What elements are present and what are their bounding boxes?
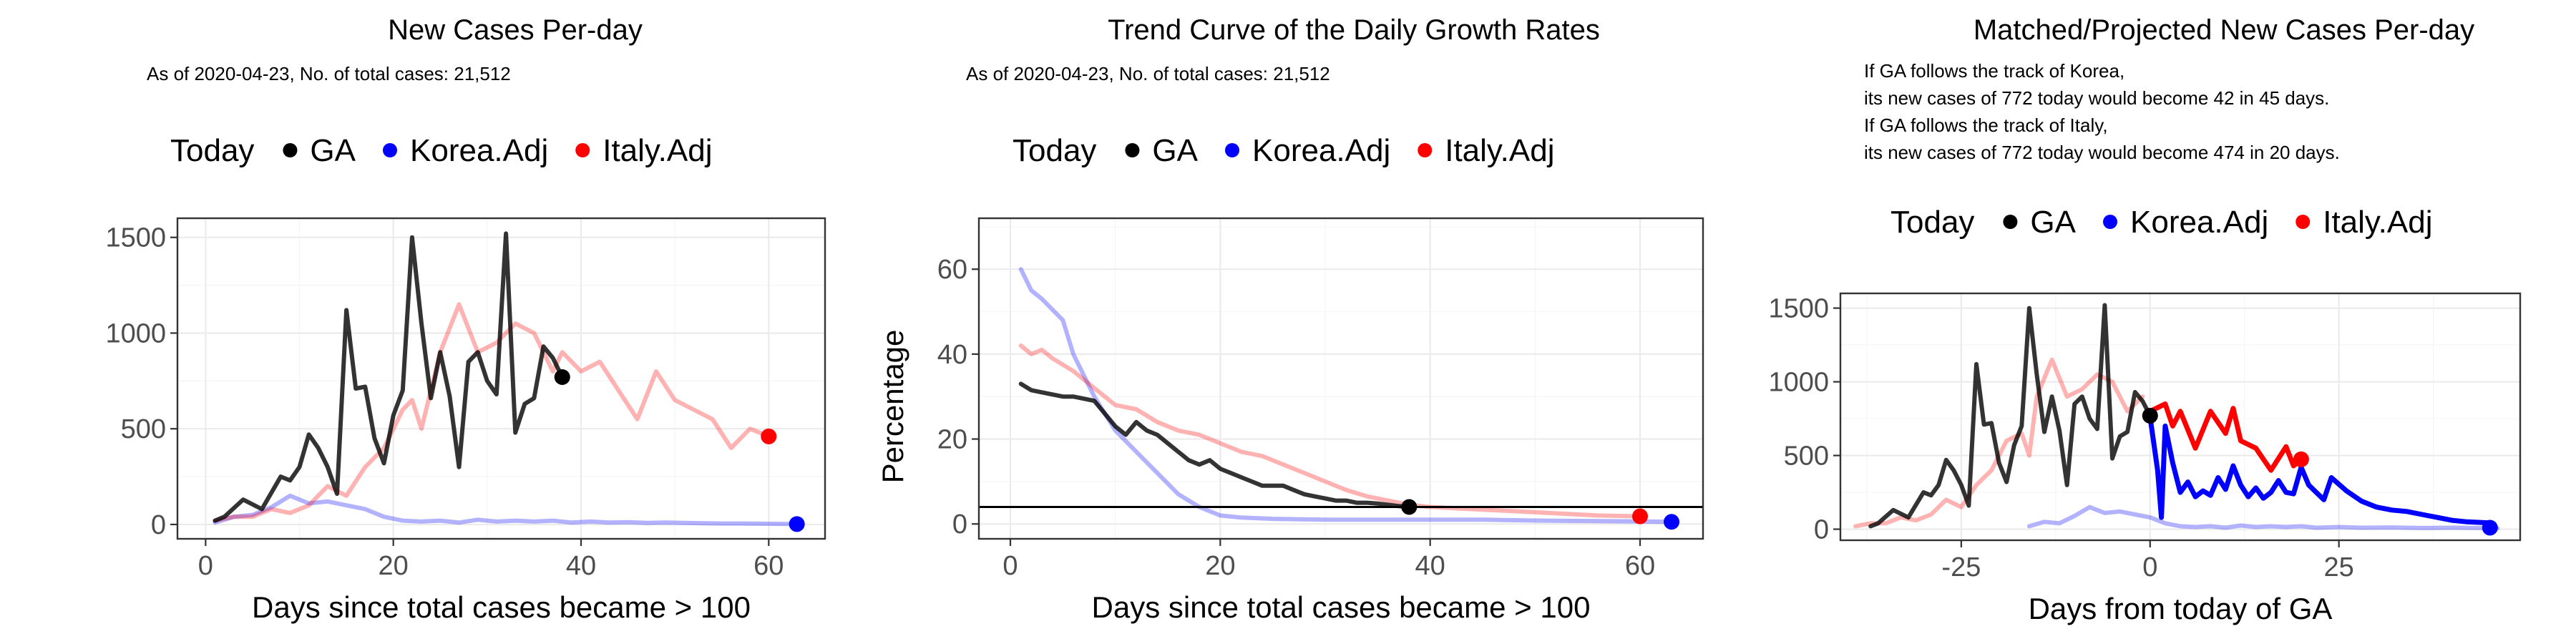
legend-title: Today [1013, 133, 1096, 168]
series-line-ga [1018, 381, 1412, 509]
chart-subtitle: its new cases of 772 today would become … [1864, 87, 2329, 109]
legend-label-ga: GA [1152, 133, 1198, 168]
x-tick-label: 0 [2142, 552, 2157, 582]
legend-label-italy-adj: Italy.Adj [2323, 205, 2432, 240]
panel-matched-projected: Matched/Projected New Cases Per-day If G… [1768, 14, 2522, 625]
y-tick-label: 1500 [1768, 294, 1829, 324]
y-tick-label: 0 [1814, 515, 1829, 545]
legend-key-korea-adj [383, 143, 397, 157]
today-point-ga [2142, 407, 2158, 424]
legend-label-italy-adj: Italy.Adj [1445, 133, 1554, 168]
legend: Today GA Korea.Adj Italy.Adj [170, 133, 712, 168]
chart-title: New Cases Per-day [388, 14, 643, 46]
x-tick-label: 20 [379, 551, 409, 581]
y-axis-title: Percentage [876, 330, 909, 484]
y-tick-label: 20 [937, 425, 967, 455]
y-tick-label: 0 [151, 510, 166, 540]
plot-frame [1839, 292, 2522, 542]
chart-subtitle: As of 2020-04-23, No. of total cases: 21… [147, 63, 511, 84]
legend-label-ga: GA [310, 133, 356, 168]
chart-title: Matched/Projected New Cases Per-day [1974, 14, 2474, 46]
legend: Today GA Korea.Adj Italy.Adj [1013, 133, 1554, 168]
y-tick-label: 500 [1784, 441, 1829, 472]
y-tick-label: 500 [121, 414, 166, 444]
chart-subtitle: If GA follows the track of Korea, [1864, 60, 2124, 82]
y-tick-label: 40 [937, 340, 967, 370]
y-tick-label: 1500 [105, 223, 166, 253]
series-line-italy-adj [213, 302, 771, 523]
series-line-italy-adj [1018, 343, 1642, 519]
x-axis-title: Days from today of GA [2029, 592, 2333, 625]
x-tick-label: 0 [198, 551, 213, 581]
x-tick-label: 40 [1415, 551, 1445, 581]
x-tick-label: 60 [1625, 551, 1655, 581]
legend-label-italy-adj: Italy.Adj [602, 133, 712, 168]
legend-key-ga [283, 143, 298, 157]
x-tick-label: -25 [1941, 552, 1981, 582]
today-point-italy-adj [761, 428, 777, 444]
y-tick-label: 60 [937, 255, 967, 285]
legend-label-ga: GA [2030, 205, 2076, 240]
today-point-italy-adj [1632, 508, 1648, 525]
y-tick-label: 1000 [105, 318, 166, 348]
legend-key-korea-adj [2103, 215, 2117, 229]
x-axis-title: Days since total cases became > 100 [1092, 590, 1591, 624]
x-axis-title: Days since total cases became > 100 [252, 590, 751, 624]
plot-frame [176, 217, 826, 540]
legend-title: Today [170, 133, 254, 168]
x-tick-label: 60 [753, 551, 784, 581]
plot-frame [977, 217, 1704, 540]
series-line-korea-adj [213, 493, 799, 527]
x-tick-label: 0 [1002, 551, 1018, 581]
y-tick-label: 0 [952, 509, 967, 540]
y-tick-label: 1000 [1768, 368, 1829, 398]
today-point-ga [1401, 499, 1418, 515]
series-line-ga [1868, 303, 2152, 529]
today-point-korea-adj [789, 516, 805, 532]
today-point-ga [554, 369, 570, 385]
x-tick-label: 40 [566, 551, 596, 581]
x-tick-label: 25 [2324, 552, 2354, 582]
legend-key-italy-adj [575, 143, 590, 157]
legend-key-italy-adj [2296, 215, 2311, 229]
series-group [213, 231, 799, 527]
today-point-italy-adj [2293, 451, 2309, 467]
chart-subtitle: its new cases of 772 today would become … [1864, 142, 2340, 163]
plot-area: 0 20 40 60 0 500 1000 1500 Days since total case… [105, 217, 826, 624]
series-group [1853, 303, 2500, 531]
chart-title: Trend Curve of the Daily Growth Rates [1108, 14, 1600, 46]
legend-label-korea-adj: Korea.Adj [1252, 133, 1390, 168]
panel-growth-rate-trend: Trend Curve of the Daily Growth Rates As… [876, 14, 1704, 624]
series-group [979, 267, 1703, 525]
series-line-korea-adj [1018, 267, 1674, 525]
chart-subtitle: If GA follows the track of Italy, [1864, 114, 2108, 136]
legend-key-italy-adj [1418, 143, 1433, 157]
legend-label-korea-adj: Korea.Adj [410, 133, 548, 168]
series-line-ga [213, 231, 565, 523]
series-line-korea-adj [2026, 504, 2500, 531]
series-line-italy-adj [2147, 401, 2304, 473]
series-line-korea-adj [2147, 414, 2493, 526]
legend: Today GA Korea.Adj Italy.Adj [1890, 205, 2432, 240]
today-point-korea-adj [2482, 519, 2498, 536]
legend-title: Today [1890, 205, 1974, 240]
legend-label-korea-adj: Korea.Adj [2130, 205, 2268, 240]
x-tick-label: 20 [1205, 551, 1235, 581]
plot-area: 0 20 40 60 0 20 40 60 Days since total cases bec… [937, 217, 1704, 624]
today-point-korea-adj [1664, 514, 1679, 530]
legend-key-ga [2003, 215, 2018, 229]
legend-key-korea-adj [1225, 143, 1239, 157]
chart-subtitle: As of 2020-04-23, No. of total cases: 21… [966, 63, 1330, 84]
panel-new-cases-per-day: New Cases Per-day As of 2020-04-23, No. … [105, 14, 826, 624]
legend-key-ga [1125, 143, 1140, 157]
